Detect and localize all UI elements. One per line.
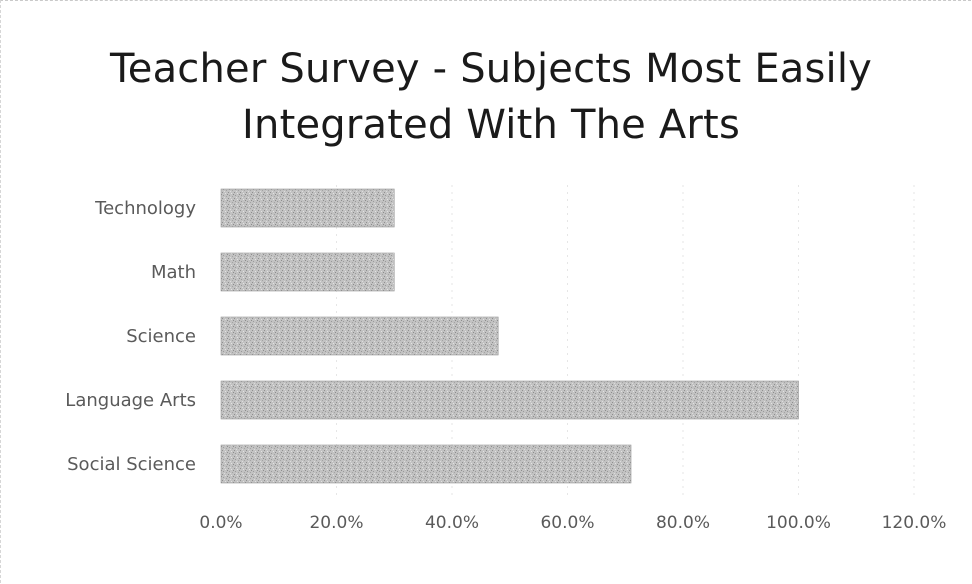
bar-language-arts — [220, 380, 799, 420]
category-label: Social Science — [67, 454, 196, 475]
category-labels: Technology Math Science Language Arts Social… — [65, 198, 196, 475]
bar-math — [220, 252, 395, 292]
chart-title-line-2: Integrated With The Arts — [242, 102, 740, 148]
bars — [220, 188, 799, 484]
category-label: Technology — [94, 198, 196, 219]
x-tick-label: 100.0% — [766, 513, 831, 533]
category-label: Math — [151, 262, 196, 283]
bar-social-science — [220, 444, 632, 484]
x-tick-label: 0.0% — [199, 513, 242, 533]
bar-science — [220, 316, 499, 356]
chart-title: Teacher Survey - Subjects Most Easily In… — [41, 41, 941, 153]
bar-technology — [220, 188, 395, 228]
x-tick-label: 40.0% — [425, 513, 479, 533]
x-tick-label: 120.0% — [882, 513, 947, 533]
category-label: Language Arts — [65, 390, 196, 411]
category-label: Science — [126, 326, 196, 347]
x-tick-label: 60.0% — [540, 513, 594, 533]
x-tick-label: 80.0% — [656, 513, 710, 533]
x-axis-tick-labels: 0.0% 20.0% 40.0% 60.0% 80.0% 100.0% 120.0% — [199, 513, 946, 533]
x-tick-label: 20.0% — [309, 513, 363, 533]
chart-title-line-1: Teacher Survey - Subjects Most Easily — [109, 46, 873, 92]
